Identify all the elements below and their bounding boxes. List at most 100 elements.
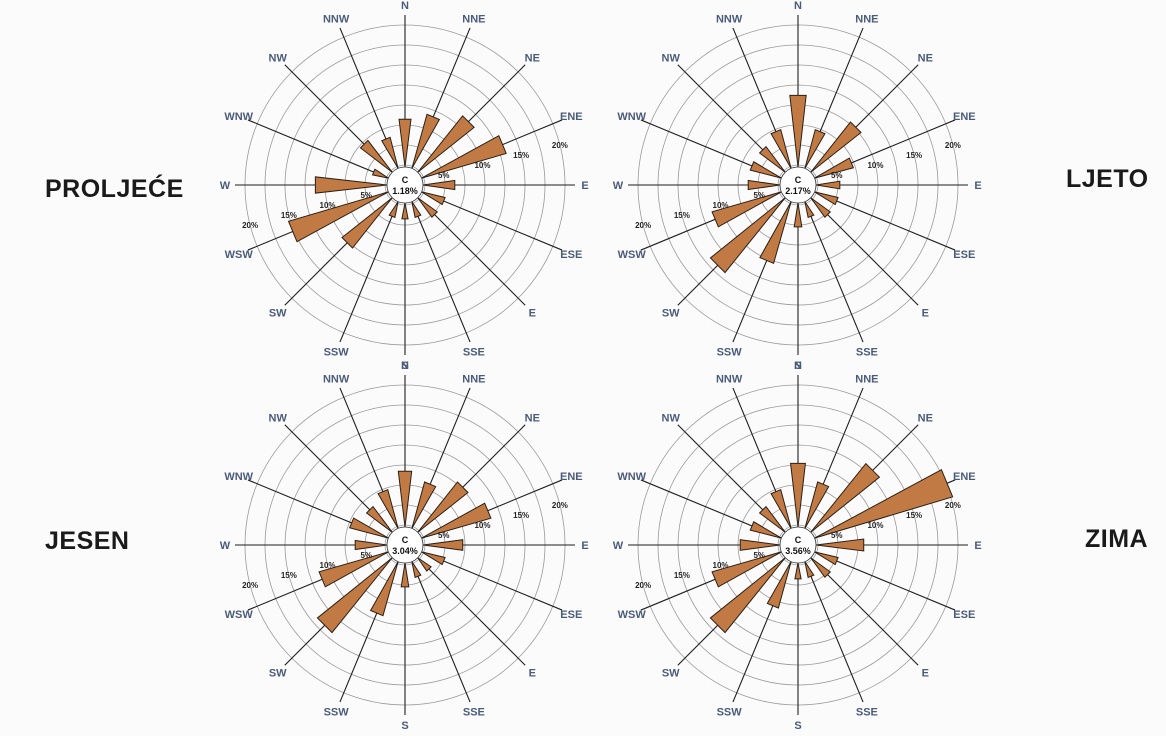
petal-sse (804, 201, 815, 219)
direction-label: N (401, 0, 409, 12)
radial-axis (421, 551, 563, 611)
petal-n (398, 118, 412, 168)
calm-label: C (402, 175, 409, 185)
radial-axis (417, 197, 526, 306)
ring-percent-label: 10% (713, 561, 729, 570)
petal-nnw (381, 136, 399, 169)
ring-percent-label: 10% (320, 561, 336, 570)
ring-percent-label: 10% (867, 161, 883, 170)
petal-e (422, 539, 464, 551)
direction-label: WSW (618, 249, 647, 261)
petal-wnw (749, 521, 782, 539)
direction-label: E (922, 667, 929, 679)
calm-label: C (795, 175, 802, 185)
direction-label: SSE (463, 706, 485, 718)
direction-label: E (581, 540, 588, 552)
calm-label: C (402, 535, 409, 545)
petal-sw (341, 197, 393, 249)
direction-label: E (581, 180, 588, 192)
direction-label: W (220, 180, 231, 192)
ring-percent-label: 10% (713, 201, 729, 210)
petal-ssw (369, 561, 399, 617)
direction-label: SSW (717, 346, 743, 358)
petal-ene (421, 135, 507, 179)
direction-label: NE (525, 53, 540, 65)
direction-label: NNW (716, 14, 743, 26)
direction-label: NE (918, 53, 933, 65)
petal-ene (421, 502, 492, 539)
radial-axis (804, 561, 864, 703)
direction-label: SSE (463, 346, 485, 358)
petal-s (400, 562, 410, 588)
direction-label: N (794, 360, 802, 372)
petal-n (790, 462, 806, 528)
petal-ne (417, 115, 475, 173)
petal-w (314, 176, 388, 194)
petal-sse (804, 561, 815, 579)
ring-percent-label: 15% (674, 571, 690, 580)
petal-wnw (371, 168, 389, 179)
ring-percent-label: 5% (438, 531, 450, 540)
ring-percent-label: 20% (635, 221, 651, 230)
direction-label: WSW (225, 609, 254, 621)
direction-label: SW (269, 667, 287, 679)
direction-label: ESE (560, 249, 582, 261)
ring-percent-label: 5% (360, 551, 372, 560)
ring-percent-label: 10% (474, 161, 490, 170)
petal-sse (411, 561, 422, 579)
petal-e (810, 557, 832, 579)
petal-nnw (377, 488, 399, 529)
direction-label: S (794, 720, 801, 732)
calm-disc (386, 166, 424, 204)
petal-nne (411, 113, 441, 169)
season-title-ljeto: LJETO (1066, 165, 1149, 193)
direction-label: E (529, 667, 536, 679)
petal-s (794, 562, 802, 580)
direction-label: W (613, 540, 624, 552)
direction-label: WNW (617, 111, 646, 123)
direction-label: SSW (717, 706, 743, 718)
ring-percent-label: 20% (635, 581, 651, 590)
radial-axis (247, 119, 389, 179)
petal-n (789, 94, 807, 168)
direction-label: ESE (953, 249, 975, 261)
ring-percent-label: 5% (753, 191, 765, 200)
petal-sse (411, 201, 422, 219)
petal-n (397, 470, 413, 528)
direction-label: W (613, 180, 624, 192)
ring-percent-label: 15% (513, 151, 529, 160)
ring-percent-label: 10% (474, 521, 490, 530)
petal-ene (814, 468, 954, 539)
petal-e (815, 538, 865, 552)
direction-label: SW (662, 667, 680, 679)
petal-nw (758, 145, 786, 173)
direction-label: WNW (224, 111, 253, 123)
petal-sw (709, 197, 786, 274)
petal-ese (421, 551, 446, 566)
petal-nne (804, 128, 826, 169)
petal-wsw (287, 191, 389, 243)
direction-label: E (922, 307, 929, 319)
petal-e (417, 197, 439, 219)
petal-e (815, 180, 841, 190)
petal-nnw (770, 128, 792, 169)
petal-wnw (749, 161, 782, 179)
petal-e (422, 179, 456, 191)
petal-s (793, 202, 803, 228)
direction-label: SW (269, 307, 287, 319)
ring-percent-label: 20% (242, 581, 258, 590)
petal-ssw (388, 201, 399, 219)
direction-label: N (401, 360, 409, 372)
ring-percent-label: 20% (552, 501, 568, 510)
direction-label: NW (269, 53, 288, 65)
direction-label: S (794, 360, 801, 372)
petal-nw (758, 505, 786, 533)
direction-label: S (401, 360, 408, 372)
direction-label: E (974, 540, 981, 552)
petal-w (739, 539, 781, 551)
petal-ne (810, 462, 881, 533)
direction-label: SW (662, 307, 680, 319)
ring-percent-label: 15% (674, 211, 690, 220)
wind-rose-jesen: C3.04% N NNE NE ENE E ESE E SSE S SSW SW WSW W WNW NW NN… (220, 360, 589, 732)
direction-label: ENE (560, 471, 583, 483)
